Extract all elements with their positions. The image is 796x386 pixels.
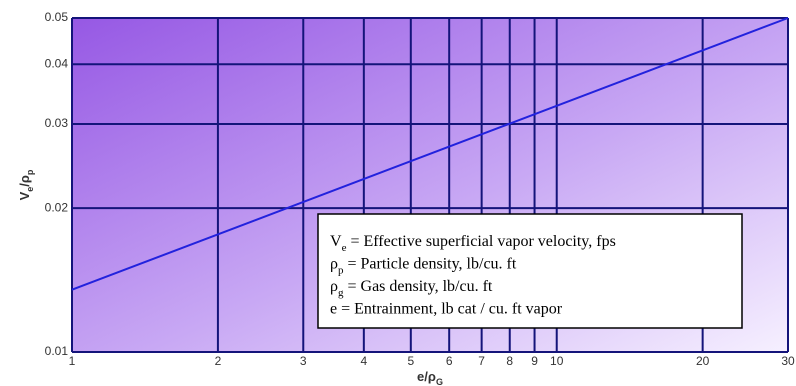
x-tick-label: 3 [300,354,307,368]
x-tick-label: 4 [360,354,367,368]
x-axis-label-part: G [436,377,443,386]
x-tick-label: 2 [215,354,222,368]
y-tick-label: 0.04 [45,56,69,70]
legend-line: Ve = Effective superficial vapor velocit… [330,233,616,254]
y-axis-label-part: p [25,169,35,175]
legend-text: = Effective superficial vapor velocity, … [346,233,615,250]
legend-text: = Entrainment, lb cat / cu. ft vapor [337,300,563,317]
legend-subscript: e [342,242,347,254]
x-tick-label: 20 [696,354,710,368]
x-tick-label: 1 [69,354,76,368]
legend-symbol: V [330,233,342,250]
x-tick-label: 5 [407,354,414,368]
x-tick-label: 6 [446,354,453,368]
data-line [71,17,789,291]
x-tick-label: 7 [478,354,485,368]
legend-symbol: ρ [330,255,338,272]
y-axis-label-part: V [17,191,32,200]
legend-line: ρg = Gas density, lb/cu. ft [330,278,493,299]
legend-box [317,213,743,329]
x-axis-label-part: e/ρ [417,369,436,384]
legend-text: = Particle density, lb/cu. ft [343,255,516,272]
x-tick-label: 8 [506,354,513,368]
x-tick-label: 30 [781,354,795,368]
x-tick-label: 9 [531,354,538,368]
legend-text: = Gas density, lb/cu. ft [343,278,492,295]
y-tick-label: 0.05 [45,10,69,24]
legend-line: e = Entrainment, lb cat / cu. ft vapor [330,300,563,317]
y-axis-label-part: /ρ [17,175,32,187]
x-tick-label: 10 [550,354,564,368]
legend-subscript: g [338,287,344,299]
legend-symbol: e [330,300,337,317]
legend-symbol: ρ [330,278,338,295]
legend-subscript: p [338,264,344,276]
x-axis-label: e/ρG [417,369,443,386]
y-tick-label: 0.01 [45,344,69,358]
y-tick-label: 0.03 [45,116,69,130]
y-axis-label-part: e [25,187,35,192]
legend-line: ρp = Particle density, lb/cu. ft [330,255,517,276]
y-axis-label: Ve/ρp [17,169,35,200]
y-tick-label: 0.02 [45,200,69,214]
